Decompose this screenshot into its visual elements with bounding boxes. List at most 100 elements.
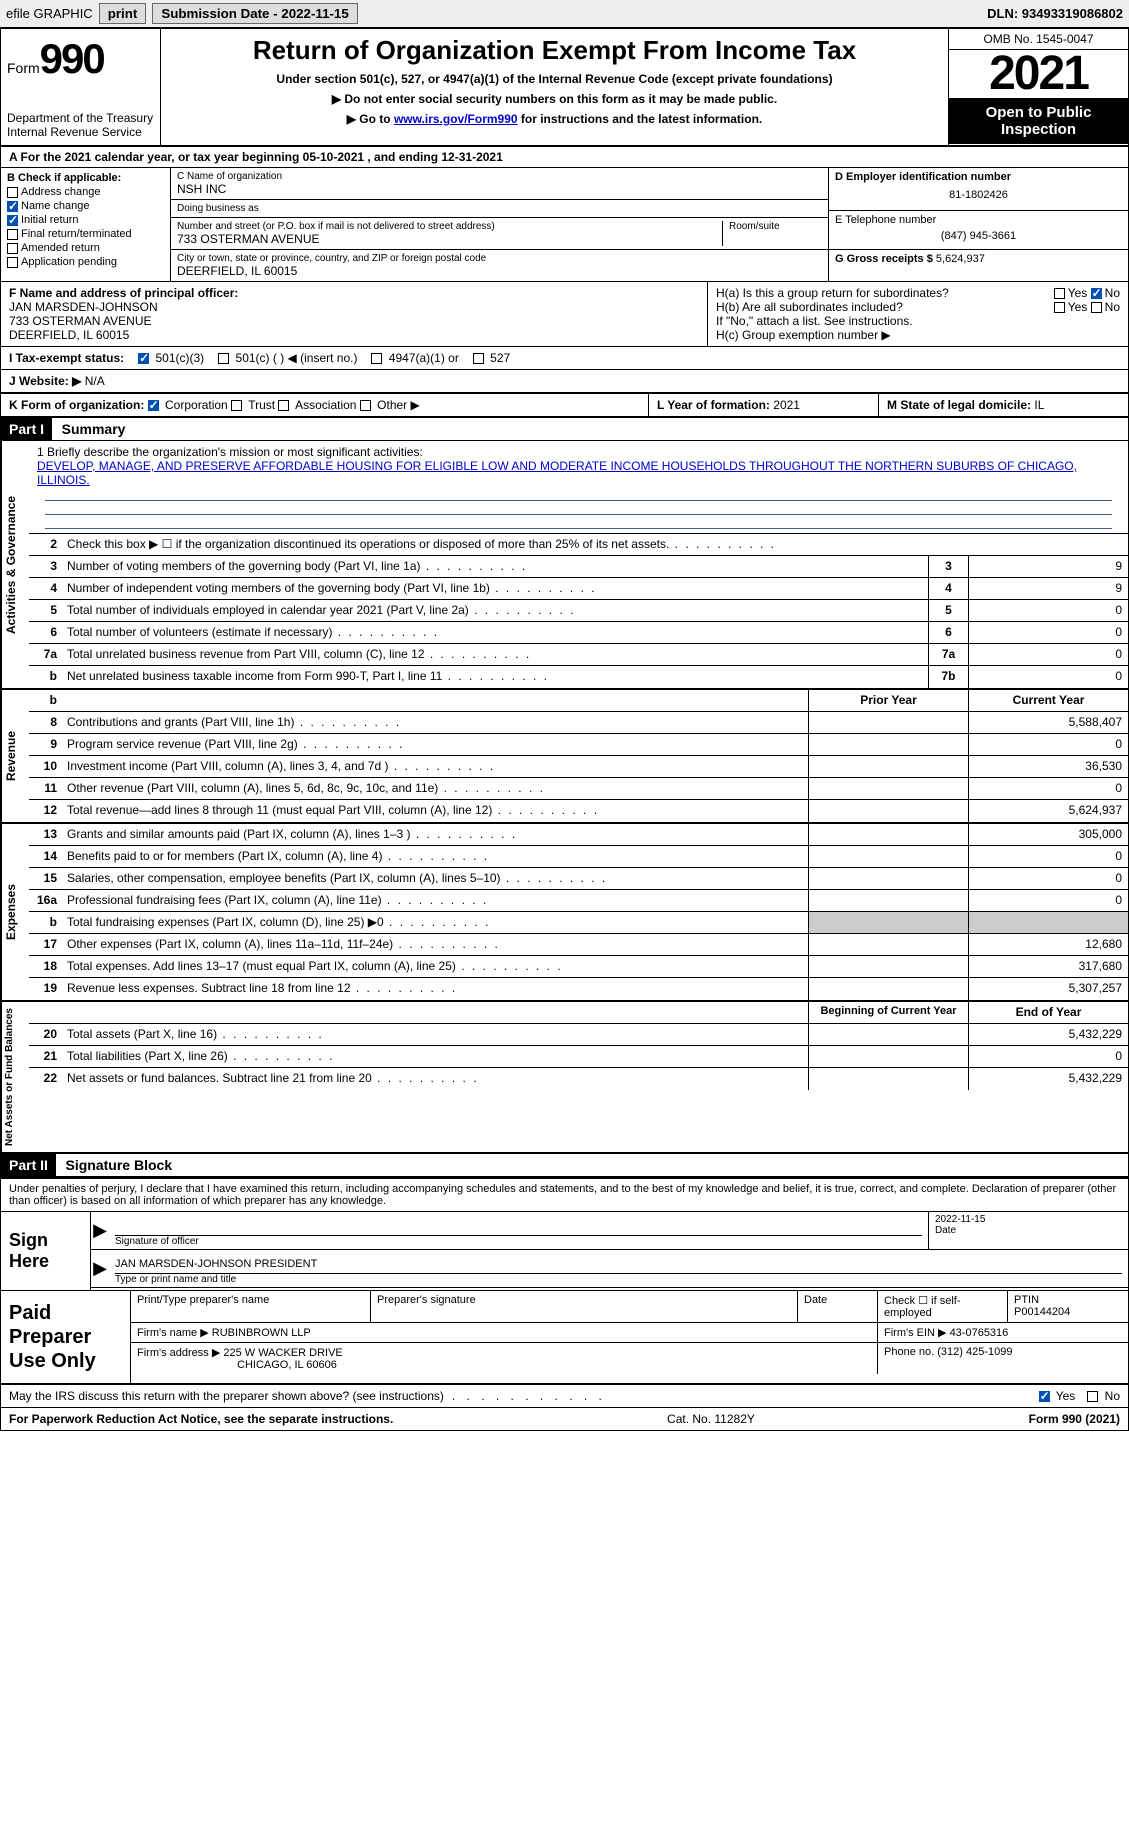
summary-row: 12Total revenue—add lines 8 through 11 (… bbox=[29, 800, 1128, 822]
row-prior bbox=[808, 1024, 968, 1045]
row-num: 16a bbox=[29, 890, 63, 911]
subtitle-3: ▶ Go to www.irs.gov/Form990 for instruct… bbox=[171, 112, 938, 126]
dept-treasury: Department of the Treasury bbox=[7, 111, 154, 125]
print-button[interactable]: print bbox=[99, 3, 147, 24]
row-boxnum: 5 bbox=[928, 600, 968, 621]
row-amount: 0 bbox=[968, 666, 1128, 688]
chk-address-change[interactable]: Address change bbox=[7, 186, 164, 198]
row-desc: Program service revenue (Part VIII, line… bbox=[63, 734, 808, 755]
summary-row: 8Contributions and grants (Part VIII, li… bbox=[29, 712, 1128, 734]
preparer-sig-label: Preparer's signature bbox=[371, 1291, 798, 1322]
self-employed-check[interactable]: Check ☐ if self-employed bbox=[878, 1291, 1008, 1322]
phone-value: (847) 945-3661 bbox=[835, 226, 1122, 246]
row-boxnum: 7a bbox=[928, 644, 968, 665]
page-footer: For Paperwork Reduction Act Notice, see … bbox=[1, 1408, 1128, 1430]
row-current: 5,432,229 bbox=[968, 1024, 1128, 1045]
row-amount: 0 bbox=[968, 622, 1128, 643]
officer-name-title: JAN MARSDEN-JOHNSON PRESIDENT bbox=[115, 1252, 1122, 1274]
row-prior bbox=[808, 868, 968, 889]
row-prior bbox=[808, 712, 968, 733]
perjury-statement: Under penalties of perjury, I declare th… bbox=[1, 1177, 1128, 1211]
k-trust[interactable]: Trust bbox=[231, 398, 275, 412]
header-right: OMB No. 1545-0047 2021 Open to Public In… bbox=[948, 29, 1128, 145]
row-num: 8 bbox=[29, 712, 63, 733]
hb-yes: Yes bbox=[1068, 300, 1088, 314]
name-title-label: Type or print name and title bbox=[115, 1274, 236, 1285]
form-page-label: Form 990 (2021) bbox=[1029, 1412, 1120, 1426]
sig-date-label: Date bbox=[935, 1225, 956, 1236]
gross-receipts-label: G Gross receipts $ bbox=[835, 253, 933, 265]
row-desc: Revenue less expenses. Subtract line 18 … bbox=[63, 978, 808, 1000]
side-net: Net Assets or Fund Balances bbox=[1, 1002, 29, 1152]
row-prior bbox=[808, 846, 968, 867]
row-current: 0 bbox=[968, 868, 1128, 889]
te-501c[interactable]: 501(c) ( ) ◀ (insert no.) bbox=[218, 351, 357, 365]
row-num: 15 bbox=[29, 868, 63, 889]
mission-text: DEVELOP, MANAGE, AND PRESERVE AFFORDABLE… bbox=[37, 459, 1120, 487]
top-toolbar: efile GRAPHIC print Submission Date - 20… bbox=[0, 0, 1129, 28]
row-num: 3 bbox=[29, 556, 63, 577]
firm-addr2: CHICAGO, IL 60606 bbox=[137, 1359, 871, 1371]
row-amount: 0 bbox=[968, 600, 1128, 621]
part-i-header: Part I Summary bbox=[1, 418, 1128, 441]
row-boxnum: 6 bbox=[928, 622, 968, 643]
row-desc: Professional fundraising fees (Part IX, … bbox=[63, 890, 808, 911]
row-desc: Grants and similar amounts paid (Part IX… bbox=[63, 824, 808, 845]
subtitle-2: ▶ Do not enter social security numbers o… bbox=[171, 92, 938, 106]
hb-note: If "No," attach a list. See instructions… bbox=[716, 314, 1120, 328]
discuss-dots: . . . . . . . . . . . bbox=[444, 1389, 1039, 1403]
part-i-num: Part I bbox=[1, 418, 52, 440]
sig-arrow-icon-2: ▶ bbox=[91, 1250, 109, 1287]
row-prior bbox=[808, 734, 968, 755]
box-b-title: B Check if applicable: bbox=[7, 172, 164, 184]
chk-name-change[interactable]: Name change bbox=[7, 200, 164, 212]
te-501c3[interactable]: 501(c)(3) bbox=[138, 351, 204, 365]
current-year-hdr: Current Year bbox=[968, 690, 1128, 711]
row-num: 14 bbox=[29, 846, 63, 867]
firm-phone-value: (312) 425-1099 bbox=[937, 1346, 1012, 1358]
cat-number: Cat. No. 11282Y bbox=[393, 1412, 1028, 1426]
row-num: 12 bbox=[29, 800, 63, 822]
row-current: 5,432,229 bbox=[968, 1068, 1128, 1090]
ha-yes: Yes bbox=[1068, 286, 1088, 300]
ha-label: H(a) Is this a group return for subordin… bbox=[716, 286, 949, 300]
paid-preparer-label: Paid Preparer Use Only bbox=[1, 1291, 131, 1383]
officer-label: F Name and address of principal officer: bbox=[9, 286, 699, 300]
submission-date-button[interactable]: Submission Date - 2022-11-15 bbox=[152, 3, 357, 24]
chk-amended[interactable]: Amended return bbox=[7, 242, 164, 254]
row-desc: Number of voting members of the governin… bbox=[63, 556, 928, 577]
firm-name-label: Firm's name ▶ bbox=[137, 1327, 209, 1339]
subtitle-1: Under section 501(c), 527, or 4947(a)(1)… bbox=[171, 72, 938, 86]
summary-row: 9Program service revenue (Part VIII, lin… bbox=[29, 734, 1128, 756]
k-assoc[interactable]: Association bbox=[278, 398, 356, 412]
ptin-value: P00144204 bbox=[1014, 1306, 1122, 1318]
row-desc: Total unrelated business revenue from Pa… bbox=[63, 644, 928, 665]
hb-label: H(b) Are all subordinates included? bbox=[716, 300, 903, 314]
row-desc: Investment income (Part VIII, column (A)… bbox=[63, 756, 808, 777]
city-label: City or town, state or province, country… bbox=[177, 253, 822, 264]
row-num: 2 bbox=[29, 534, 63, 555]
row-desc: Contributions and grants (Part VIII, lin… bbox=[63, 712, 808, 733]
mission-label: 1 Briefly describe the organization's mi… bbox=[37, 445, 1120, 459]
form-title: Return of Organization Exempt From Incom… bbox=[171, 35, 938, 66]
discuss-yes[interactable]: Yes bbox=[1039, 1389, 1076, 1403]
te-527[interactable]: 527 bbox=[473, 351, 510, 365]
te-4947[interactable]: 4947(a)(1) or bbox=[371, 351, 458, 365]
box-c-name-address: C Name of organization NSH INC Doing bus… bbox=[171, 168, 828, 281]
k-corp[interactable]: Corporation bbox=[148, 398, 228, 412]
form990-link[interactable]: www.irs.gov/Form990 bbox=[394, 112, 518, 126]
chk-application-pending[interactable]: Application pending bbox=[7, 256, 164, 268]
chk-initial-return[interactable]: Initial return bbox=[7, 214, 164, 226]
section-revenue: Revenue b Prior Year Current Year 8Contr… bbox=[1, 690, 1128, 824]
org-name-label: C Name of organization bbox=[177, 171, 822, 182]
form-990: Form990 Department of the Treasury Inter… bbox=[0, 28, 1129, 1431]
k-other[interactable]: Other ▶ bbox=[360, 398, 420, 412]
row-current: 0 bbox=[968, 734, 1128, 755]
discuss-no[interactable]: No bbox=[1087, 1389, 1120, 1403]
part-ii-num: Part II bbox=[1, 1154, 56, 1176]
row-prior bbox=[808, 956, 968, 977]
row-num: 10 bbox=[29, 756, 63, 777]
chk-final-return[interactable]: Final return/terminated bbox=[7, 228, 164, 240]
row-desc: Other expenses (Part IX, column (A), lin… bbox=[63, 934, 808, 955]
state-domicile-label: M State of legal domicile: bbox=[887, 398, 1031, 412]
